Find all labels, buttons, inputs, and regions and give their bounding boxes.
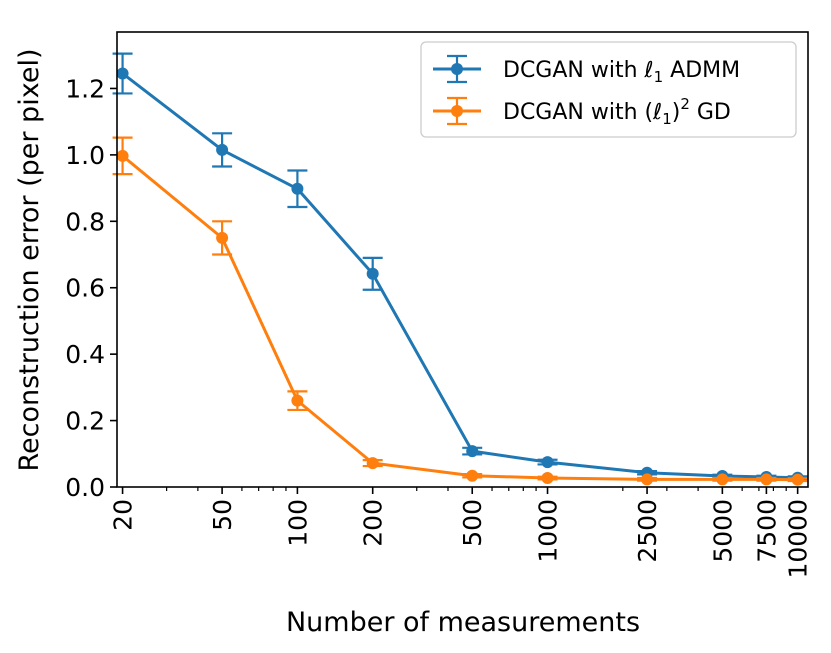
series-2-point (366, 457, 379, 470)
x-tick-label: 500 (458, 499, 487, 547)
x-tick-label: 2500 (633, 499, 662, 563)
x-tick-label: 5000 (708, 499, 737, 563)
series-2-point (760, 473, 773, 486)
x-tick-label: 1000 (534, 499, 563, 563)
series-2-point (541, 472, 554, 485)
series-2-point (116, 149, 129, 162)
series-1-point (366, 267, 379, 280)
plot-frame (116, 31, 809, 488)
legend-label: DCGAN with ℓ1 ADMM (503, 58, 740, 86)
y-tick-label: 1.2 (65, 74, 105, 103)
legend-label: DCGAN with (ℓ1)2 GD (503, 95, 731, 128)
series-1-point (541, 456, 554, 469)
x-tick-label: 200 (359, 499, 388, 547)
x-tick-label: 50 (208, 499, 237, 531)
series-2-point (291, 394, 304, 407)
y-tick-label: 0.2 (65, 407, 105, 436)
series-2-point (716, 473, 729, 486)
x-axis-label: Number of measurements (286, 607, 640, 638)
series-2-point (791, 473, 804, 486)
y-tick-label: 1.0 (65, 141, 105, 170)
legend-marker (451, 63, 463, 75)
series-1-point (216, 143, 229, 156)
y-tick-label: 0.6 (65, 274, 105, 303)
legend-box (420, 41, 797, 138)
series-1-point (291, 182, 304, 195)
series-1-point (466, 445, 479, 458)
series-1-line (121, 72, 798, 480)
y-axis-label: Reconstruction error (per pixel) (14, 49, 45, 472)
x-tick-label: 20 (109, 499, 138, 531)
legend-entry-2: DCGAN with (ℓ1)2 GD (433, 95, 731, 128)
legend: DCGAN with ℓ1 ADMM DCGAN with (ℓ1)2 GD (420, 41, 797, 138)
x-tick-label: 100 (283, 499, 312, 547)
y-tick-label: 0.4 (65, 340, 105, 369)
y-tick-label: 0.0 (65, 473, 105, 502)
series-2-point (466, 469, 479, 482)
x-tick-label: 10000 (784, 499, 813, 579)
series-2-point (216, 231, 229, 244)
legend-entry-1: DCGAN with ℓ1 ADMM (433, 54, 740, 86)
legend-marker (451, 105, 463, 117)
x-tick-label: 7500 (752, 499, 781, 563)
axes-layer: 0.0 0.2 0.4 0.6 0.8 1.0 1.2 20 50 100 200 500 1000 25… (65, 31, 813, 579)
series-1-point (116, 67, 129, 80)
y-tick-label: 0.8 (65, 207, 105, 236)
plot-layer (112, 52, 808, 486)
series-2-point (641, 473, 654, 486)
series-2-line (121, 154, 798, 482)
